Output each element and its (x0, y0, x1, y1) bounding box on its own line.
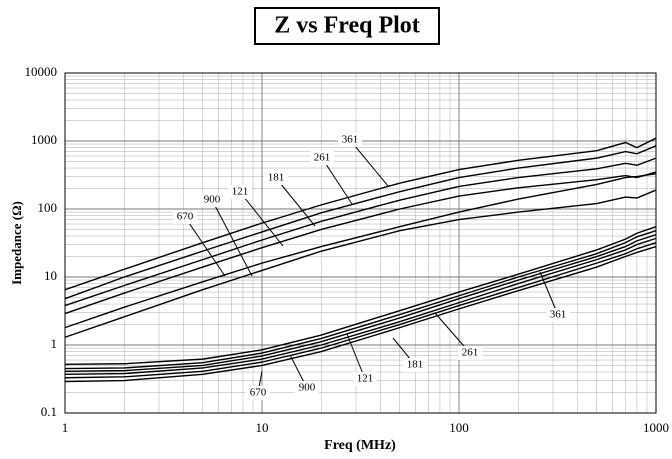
series-line (64, 137, 657, 291)
annotation-bg (310, 151, 334, 165)
series-line (64, 233, 657, 373)
annotation-label: 361 (342, 134, 359, 146)
annotation-bg (353, 372, 377, 386)
annotation-label: 900 (204, 194, 221, 206)
annotation-leader (275, 177, 316, 227)
annotation-label: 121 (357, 373, 374, 385)
annotation-label: 121 (232, 186, 249, 198)
x-tick-label: 1 (62, 420, 69, 435)
series-line (64, 145, 657, 300)
series-line (64, 173, 657, 329)
x-tick-label: 100 (449, 420, 469, 435)
series-line (64, 157, 657, 307)
annotation-label: 181 (268, 172, 285, 184)
y-tick-label: 0.1 (41, 404, 57, 419)
annotation-bg (173, 210, 197, 224)
annotation-bg (458, 346, 482, 360)
annotation-label: 181 (407, 359, 424, 371)
annotation-bg (264, 171, 288, 185)
annotation-label: 670 (177, 211, 194, 223)
annotation-leader (239, 191, 284, 247)
annotation-bg (546, 308, 570, 322)
series-line (64, 230, 657, 370)
x-axis-label: Freq (MHz) (324, 438, 396, 453)
y-tick-label: 1 (51, 336, 58, 351)
y-tick-label: 10 (44, 268, 57, 283)
annotation-label: 361 (550, 309, 567, 321)
series-line (64, 171, 657, 315)
y-tick-label: 100 (38, 200, 58, 215)
x-tick-label: 1000 (643, 420, 669, 435)
annotation-leader (539, 271, 559, 316)
series-line (64, 189, 657, 338)
title-box (254, 7, 440, 45)
annotation-label: 900 (299, 382, 316, 394)
y-tick-label: 1000 (31, 132, 57, 147)
annotation-bg (403, 358, 427, 372)
x-tick-label: 10 (256, 420, 269, 435)
annotation-label: 261 (314, 152, 331, 164)
annotation-leader (211, 199, 253, 277)
annotation-bg (246, 386, 270, 400)
annotation-leader (346, 333, 366, 380)
annotation-bg (338, 133, 362, 147)
annotation-bg (200, 193, 224, 207)
annotation-label: 261 (462, 347, 479, 359)
series-line (64, 241, 657, 379)
annotation-leader (349, 139, 389, 187)
annotation-bg (228, 185, 252, 199)
y-axis-label: Impedance (Ω) (9, 201, 24, 285)
series-line (64, 225, 657, 366)
y-tick-label: 10000 (25, 64, 58, 79)
series-line (64, 237, 657, 376)
annotation-leader (184, 216, 226, 277)
chart-title: Z vs Freq Plot (274, 13, 420, 39)
series-line (64, 245, 657, 383)
annotation-label: 670 (250, 387, 267, 399)
annotation-bg (295, 381, 319, 395)
annotation-leader (321, 157, 353, 205)
